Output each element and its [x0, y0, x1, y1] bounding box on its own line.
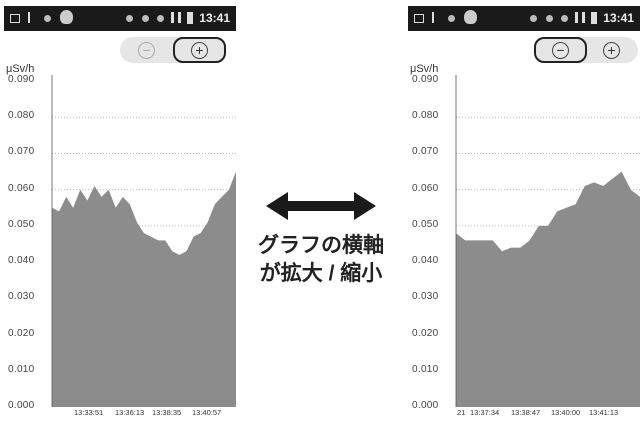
- wifi-icon: [157, 15, 164, 22]
- y-tick-label: 0.060: [412, 182, 439, 194]
- x-tick-label: 13:36:13: [115, 408, 145, 417]
- sync-icon: [142, 15, 149, 22]
- zoom-in-button[interactable]: +: [585, 37, 638, 63]
- y-tick-label: 0.070: [8, 146, 35, 158]
- y-tick-label: 0.080: [412, 110, 439, 122]
- signal-icon: [171, 12, 181, 23]
- status-clock: 13:41: [199, 11, 230, 25]
- x-tick-label: 21: [457, 408, 466, 417]
- x-tick-label: 13:38:35: [152, 408, 182, 417]
- y-tick-label: 0.020: [412, 327, 439, 339]
- y-tick-label: 0.090: [412, 74, 439, 85]
- caption-line-1: グラフの横軸: [258, 234, 384, 257]
- signal-icon: [575, 12, 585, 23]
- screenshot-icon: [10, 14, 20, 23]
- battery-icon: [187, 12, 193, 24]
- app-badge-icon: [60, 10, 73, 24]
- zoom-out-icon: −: [138, 41, 155, 59]
- data-area: [456, 171, 640, 407]
- x-tick-label: 13:40:57: [192, 408, 222, 417]
- app-badge-icon: [464, 10, 477, 24]
- status-bar: 13:41: [4, 6, 236, 31]
- wifi-icon: [561, 15, 568, 22]
- y-tick-label: 0.030: [8, 291, 35, 303]
- x-tick-label: 13:40:00: [551, 408, 581, 417]
- bluetooth-icon: [126, 15, 133, 22]
- zoom-control: − +: [534, 37, 638, 63]
- zoom-in-button[interactable]: +: [173, 37, 226, 63]
- zoom-out-button[interactable]: −: [534, 37, 587, 63]
- caption-line-2: が拡大 / 縮小: [259, 262, 383, 285]
- sync-icon: [546, 15, 553, 22]
- radiation-chart: [455, 75, 640, 407]
- y-tick-label: 0.060: [8, 182, 35, 194]
- y-tick-label: 0.080: [8, 110, 35, 122]
- y-axis-unit: μSv/h: [410, 63, 439, 75]
- zoom-in-icon: +: [191, 41, 208, 59]
- y-tick-label: 0.040: [412, 255, 439, 267]
- status-bar: 13:41: [408, 6, 640, 31]
- double-arrow-icon: [266, 192, 376, 220]
- y-tick-label: 0.070: [412, 146, 439, 158]
- x-tick-label: 13:37:34: [470, 408, 500, 417]
- x-tick-label: 13:38:47: [511, 408, 541, 417]
- bluetooth-icon: [530, 15, 537, 22]
- notification-icon: [44, 15, 51, 22]
- y-tick-label: 0.000: [412, 400, 439, 411]
- y-tick-label: 0.050: [412, 218, 439, 230]
- y-tick-label: 0.000: [8, 400, 35, 411]
- status-clock: 13:41: [603, 11, 634, 25]
- y-axis-unit: μSv/h: [6, 63, 35, 75]
- y-tick-label: 0.030: [412, 291, 439, 303]
- phone-screen-left: 13:41 − + μSv/h 0.090 0.080 0.070 0.060 0.05…: [4, 0, 236, 422]
- y-tick-label: 0.020: [8, 327, 35, 339]
- data-area: [52, 171, 236, 407]
- zoom-in-icon: +: [603, 41, 620, 59]
- phone-screen-right: 13:41 − + μSv/h 0.090 0.080 0.070 0.060 0.05…: [408, 0, 640, 422]
- usb-icon: [432, 12, 440, 23]
- caption: グラフの横軸 が拡大 / 縮小: [236, 232, 406, 288]
- zoom-out-button[interactable]: −: [120, 37, 173, 63]
- y-tick-label: 0.040: [8, 255, 35, 267]
- y-tick-label: 0.010: [412, 363, 439, 375]
- screenshot-icon: [414, 14, 424, 23]
- battery-icon: [591, 12, 597, 24]
- y-tick-label: 0.050: [8, 218, 35, 230]
- y-tick-label: 0.090: [8, 74, 35, 85]
- notification-icon: [448, 15, 455, 22]
- radiation-chart: [51, 75, 236, 407]
- zoom-out-icon: −: [552, 41, 569, 59]
- zoom-control: − +: [120, 37, 226, 63]
- usb-icon: [28, 12, 36, 23]
- x-tick-label: 13:41:13: [589, 408, 619, 417]
- x-tick-label: 13:33:51: [74, 408, 104, 417]
- y-tick-label: 0.010: [8, 363, 35, 375]
